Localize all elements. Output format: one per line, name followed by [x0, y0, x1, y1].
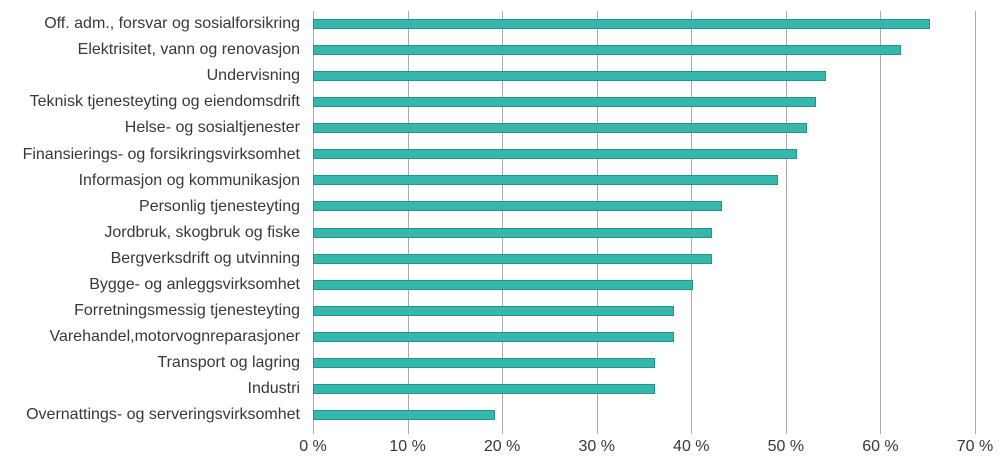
category-label: Informasjon og kommunikasjon	[78, 171, 300, 189]
gridline	[880, 11, 882, 434]
bar-track	[313, 298, 975, 324]
gridline	[407, 11, 409, 434]
bar	[313, 331, 675, 342]
bar-track	[313, 89, 975, 115]
bar	[313, 97, 817, 108]
category-label: Overnattings- og serveringsvirksomhet	[26, 406, 300, 424]
bar	[313, 357, 656, 368]
category-label: Off. adm., forsvar og sosialforsikring	[44, 15, 300, 33]
bar-track	[313, 11, 975, 37]
category-label: Teknisk tjenesteyting og eiendomsdrift	[29, 93, 300, 111]
bar	[313, 383, 656, 394]
category-label: Undervisning	[206, 67, 300, 85]
category-label: Jordbruk, skogbruk og fiske	[104, 223, 300, 241]
chart-row: Elektrisitet, vann og renovasjon	[0, 37, 1000, 63]
x-tick-label: 60 %	[862, 438, 899, 455]
chart-row: Bergverksdrift og utvinning	[0, 246, 1000, 272]
x-tick-label: 30 %	[578, 438, 615, 455]
chart-row: Personlig tjenesteyting	[0, 193, 1000, 219]
chart-row: Informasjon og kommunikasjon	[0, 167, 1000, 193]
chart-row: Varehandel,motorvognreparasjoner	[0, 324, 1000, 350]
x-tick-label: 0 %	[299, 438, 327, 455]
bar	[313, 253, 713, 264]
chart-row: Undervisning	[0, 63, 1000, 89]
bar	[313, 123, 807, 134]
chart-row: Off. adm., forsvar og sosialforsikring	[0, 11, 1000, 37]
category-label: Bergverksdrift og utvinning	[110, 249, 300, 267]
bar	[313, 149, 798, 160]
category-label: Helse- og sosialtjenester	[124, 119, 300, 137]
category-label: Forretningsmessig tjenesteyting	[74, 301, 300, 319]
gridline	[502, 11, 504, 434]
bar	[313, 279, 694, 290]
chart-row: Bygge- og anleggsvirksomhet	[0, 272, 1000, 298]
chart-rows: Off. adm., forsvar og sosialforsikring El…	[0, 11, 1000, 428]
bar-track	[313, 167, 975, 193]
bar-track	[313, 376, 975, 402]
bar-track	[313, 141, 975, 167]
bar	[313, 45, 902, 56]
bar-track	[313, 246, 975, 272]
gridline	[975, 11, 976, 434]
category-label: Elektrisitet, vann og renovasjon	[77, 41, 300, 59]
category-label: Industri	[247, 380, 300, 398]
bar-track	[313, 350, 975, 376]
bar	[313, 409, 495, 420]
chart-row: Helse- og sosialtjenester	[0, 115, 1000, 141]
gridline	[596, 11, 598, 434]
gridline-group	[313, 11, 976, 434]
bar-track	[313, 115, 975, 141]
bar	[313, 305, 675, 316]
x-tick-label: 70 %	[956, 438, 994, 455]
category-label: Varehandel,motorvognreparasjoner	[49, 327, 300, 345]
category-label: Transport og lagring	[157, 354, 300, 372]
x-tick-label: 40 %	[673, 438, 710, 455]
bar-track	[313, 63, 975, 89]
x-axis: 0 % 10 % 20 % 30 % 40 % 50 % 60 % 70 %	[0, 438, 1000, 460]
bar-track	[313, 272, 975, 298]
bar-track	[313, 37, 975, 63]
bar-track	[313, 324, 975, 350]
gridline	[785, 11, 787, 434]
chart-row: Industri	[0, 376, 1000, 402]
bar	[313, 201, 722, 212]
bar	[313, 19, 930, 30]
chart-row: Finansierings- og forsikringsvirksomhet	[0, 141, 1000, 167]
bar-track	[313, 193, 975, 219]
x-tick-label: 10 %	[389, 438, 426, 455]
chart-row: Teknisk tjenesteyting og eiendomsdrift	[0, 89, 1000, 115]
x-tick-label: 20 %	[483, 438, 521, 455]
bar	[313, 227, 713, 238]
gridline	[313, 11, 314, 434]
chart-row: Overnattings- og serveringsvirksomhet	[0, 402, 1000, 428]
category-label: Bygge- og anleggsvirksomhet	[89, 275, 300, 293]
bar	[313, 71, 826, 82]
chart-row: Jordbruk, skogbruk og fiske	[0, 220, 1000, 246]
category-label: Finansierings- og forsikringsvirksomhet	[22, 145, 300, 163]
x-tick-label: 50 %	[767, 438, 805, 455]
bar	[313, 175, 779, 186]
gridline	[691, 11, 693, 434]
bar-track	[313, 402, 975, 428]
chart-row: Transport og lagring	[0, 350, 1000, 376]
category-label: Personlig tjenesteyting	[139, 197, 300, 215]
bar-track	[313, 220, 975, 246]
chart-row: Forretningsmessig tjenesteyting	[0, 298, 1000, 324]
